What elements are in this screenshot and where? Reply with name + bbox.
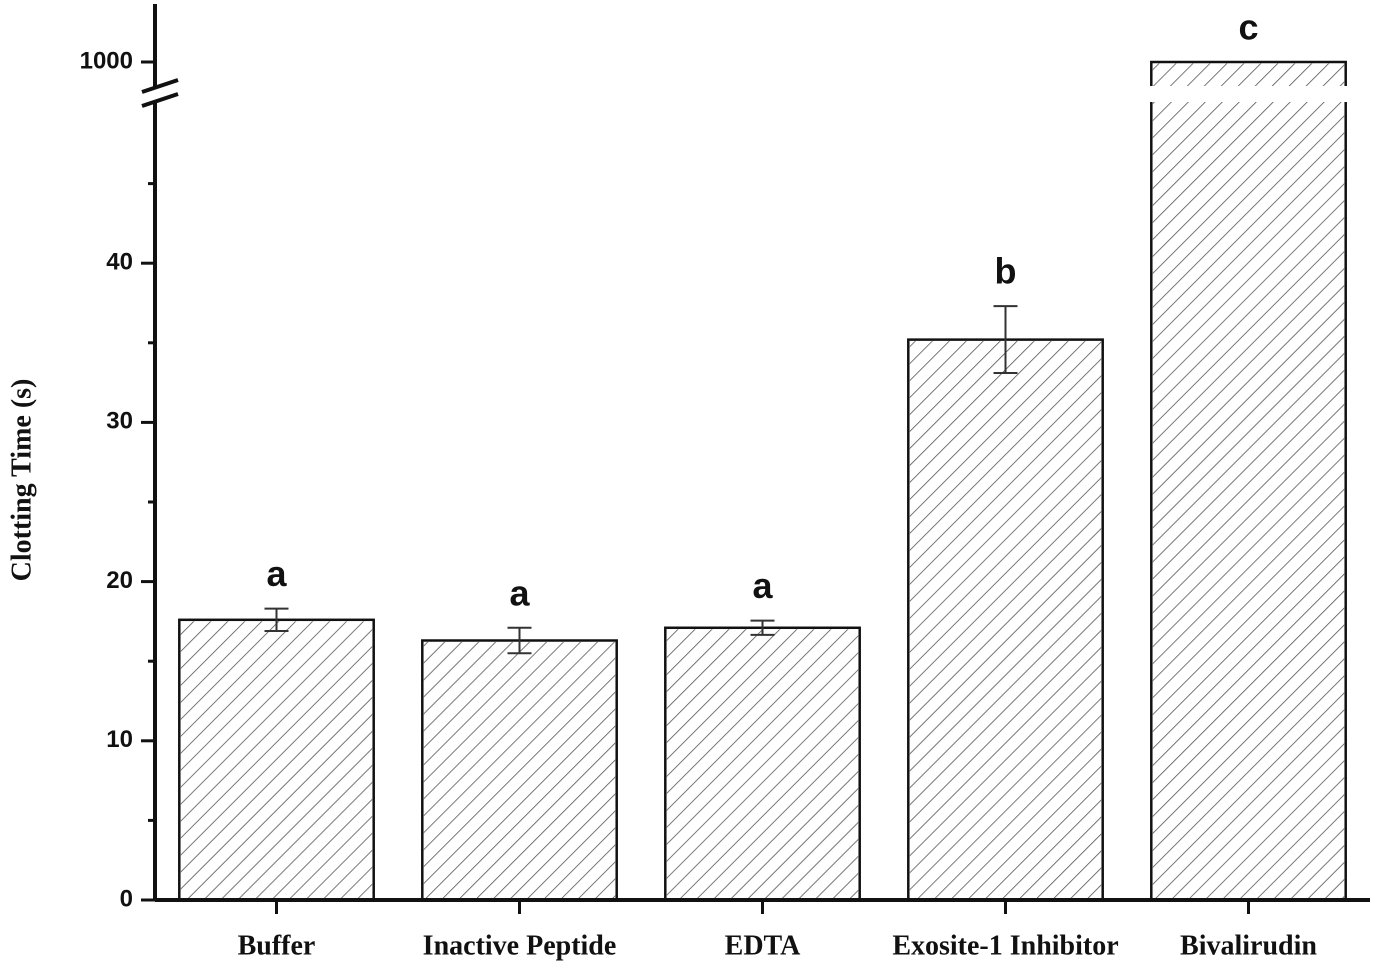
- y-tick-label: 1000: [80, 47, 133, 74]
- x-tick-label: Exosite-1 Inhibitor: [892, 930, 1118, 961]
- y-tick-label: 30: [106, 408, 133, 435]
- plot-area: [178, 60, 1349, 902]
- error-bar: [993, 305, 1018, 375]
- axis-break: [141, 78, 179, 94]
- significance-label: b: [995, 251, 1017, 292]
- bar-break: [1148, 86, 1349, 102]
- x-tick-label: Bivalirudin: [1180, 930, 1317, 961]
- y-tick-label: 0: [120, 885, 133, 912]
- x-tick-label: Inactive Peptide: [423, 930, 617, 961]
- bar-group: [1148, 60, 1349, 902]
- bar-hatch: [1152, 63, 1345, 899]
- bar-group: [421, 639, 618, 902]
- significance-label: c: [1238, 7, 1258, 48]
- significance-label: a: [266, 553, 287, 594]
- bar-group: [907, 338, 1104, 902]
- y-axis-label: Clotting Time (s): [6, 379, 37, 582]
- x-tick-label: EDTA: [725, 930, 801, 961]
- y-tick-label: 40: [106, 249, 133, 276]
- bar-hatch: [666, 629, 859, 899]
- bar-hatch: [180, 621, 373, 899]
- significance-label: a: [509, 572, 530, 613]
- y-tick-label: 20: [106, 567, 133, 594]
- error-bar: [750, 619, 775, 636]
- bar-hatch: [909, 341, 1102, 899]
- y-tick-label: 10: [106, 726, 133, 753]
- axis-break: [141, 92, 179, 108]
- x-tick-label: Buffer: [238, 930, 316, 961]
- bar-group: [178, 618, 375, 902]
- bar-hatch: [423, 642, 616, 899]
- bar-group: [664, 626, 861, 902]
- error-bar: [507, 626, 532, 655]
- error-bar: [264, 607, 289, 632]
- significance-label: a: [752, 565, 773, 606]
